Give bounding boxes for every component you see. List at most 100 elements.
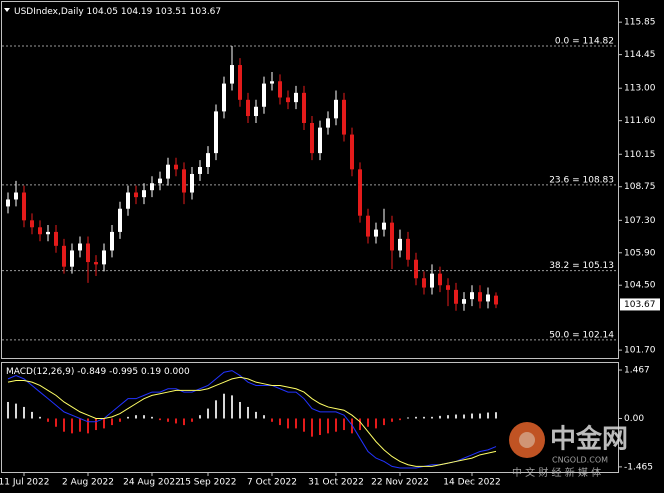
macd-bar (31, 411, 33, 419)
candle-body (358, 169, 362, 216)
candle-body (62, 245, 66, 267)
candle-body (134, 192, 138, 198)
candle-body (30, 220, 34, 228)
macd-title: MACD(12,26,9) (6, 367, 74, 377)
fib-label: 23.6 = 108.83 (549, 175, 614, 185)
macd-bar (191, 418, 193, 422)
candle-body (38, 227, 42, 235)
macd-value: -0.995 (109, 367, 138, 377)
candle-body (46, 231, 50, 235)
macd-bar (103, 418, 105, 429)
candle-body (70, 250, 74, 267)
macd-bar (263, 415, 265, 419)
candle-body (150, 183, 154, 191)
macd-bar (183, 418, 185, 426)
macd-bar (15, 403, 17, 419)
y-tick-label: 104.50 (624, 281, 656, 291)
macd-bar (271, 418, 273, 422)
macd-bar (455, 414, 457, 419)
candle-body (14, 192, 18, 200)
candle-body (390, 222, 394, 251)
candle-body (214, 111, 218, 154)
y-tick-label: 110.15 (624, 150, 656, 160)
candle-body (494, 295, 498, 305)
x-tick-label: 22 Nov 2022 (371, 478, 429, 488)
ohlc-close: 103.67 (190, 7, 222, 17)
candle-body (334, 99, 338, 119)
candle-body (278, 81, 282, 98)
last-price-label: 103.67 (624, 300, 656, 310)
macd-bar (87, 418, 89, 434)
candle-body (190, 173, 194, 193)
candle-body (230, 65, 234, 84)
macd-bar (383, 418, 385, 426)
x-tick-label: 2 Aug 2022 (62, 478, 114, 488)
macd-bar (279, 418, 281, 426)
candle-body (142, 190, 146, 198)
candle-body (78, 243, 82, 251)
candle-body (422, 278, 426, 288)
x-tick-label: 11 Jul 2022 (0, 478, 49, 488)
x-tick-label: 15 Sep 2022 (179, 478, 236, 488)
candle-body (398, 238, 402, 251)
candle-body (486, 294, 490, 302)
macd-y-tick-label: -1.465 (624, 462, 653, 472)
candle-body (254, 106, 258, 117)
macd-bar (423, 416, 425, 419)
y-tick-label: 114.45 (624, 50, 656, 60)
candle-body (382, 222, 386, 230)
candle-body (438, 273, 442, 286)
macd-bar (55, 418, 57, 427)
candle-body (246, 99, 250, 117)
logo-site: CNGOLD.COM (552, 456, 608, 465)
candle-body (222, 83, 226, 112)
macd-bar (215, 400, 217, 419)
macd-bar (407, 417, 409, 419)
macd-bar (367, 418, 369, 427)
macd-bar (335, 418, 337, 432)
macd-bar (287, 418, 289, 429)
candle-body (110, 231, 114, 251)
macd-bar (7, 401, 9, 419)
macd-bar (303, 418, 305, 432)
macd-line (7, 376, 497, 467)
macd-value: -0.849 (77, 367, 106, 377)
x-tick-label: 14 Dec 2022 (443, 478, 501, 488)
macd-bar (119, 418, 121, 422)
macd-bar (399, 418, 401, 421)
candle-body (318, 127, 322, 154)
y-tick-label: 108.75 (624, 182, 656, 192)
macd-bar (223, 393, 225, 419)
header-arrow (4, 8, 10, 12)
candle-body (102, 250, 106, 265)
macd-bar (135, 415, 137, 419)
candle-body (406, 238, 410, 260)
macd-bar (463, 414, 465, 419)
macd-bar (495, 412, 497, 419)
candle-body (54, 231, 58, 246)
macd-bar (207, 408, 209, 419)
candle-body (118, 208, 122, 232)
candle-body (94, 262, 98, 265)
macd-bar (447, 415, 449, 419)
macd-panel (1, 362, 619, 473)
ohlc-high: 104.19 (121, 7, 153, 17)
candle-body (158, 178, 162, 184)
macd-bar (431, 416, 433, 419)
y-tick-label: 105.90 (624, 248, 656, 258)
fib-label: 0.0 = 114.82 (555, 37, 614, 47)
macd-line (7, 370, 497, 469)
candle-body (206, 153, 210, 168)
candle-body (270, 81, 274, 84)
header: USDIndex,Daily 104.05 104.19 103.51 103.… (14, 7, 221, 17)
candle-body (366, 215, 370, 237)
candle-body (6, 199, 10, 207)
candle-body (262, 83, 266, 107)
x-tick-label: 24 Aug 2022 (123, 478, 181, 488)
macd-bar (311, 418, 313, 437)
macd-bar (415, 416, 417, 419)
fib-label: 50.0 = 102.14 (549, 330, 614, 340)
candle-body (166, 164, 170, 179)
macd-bar (343, 418, 345, 431)
